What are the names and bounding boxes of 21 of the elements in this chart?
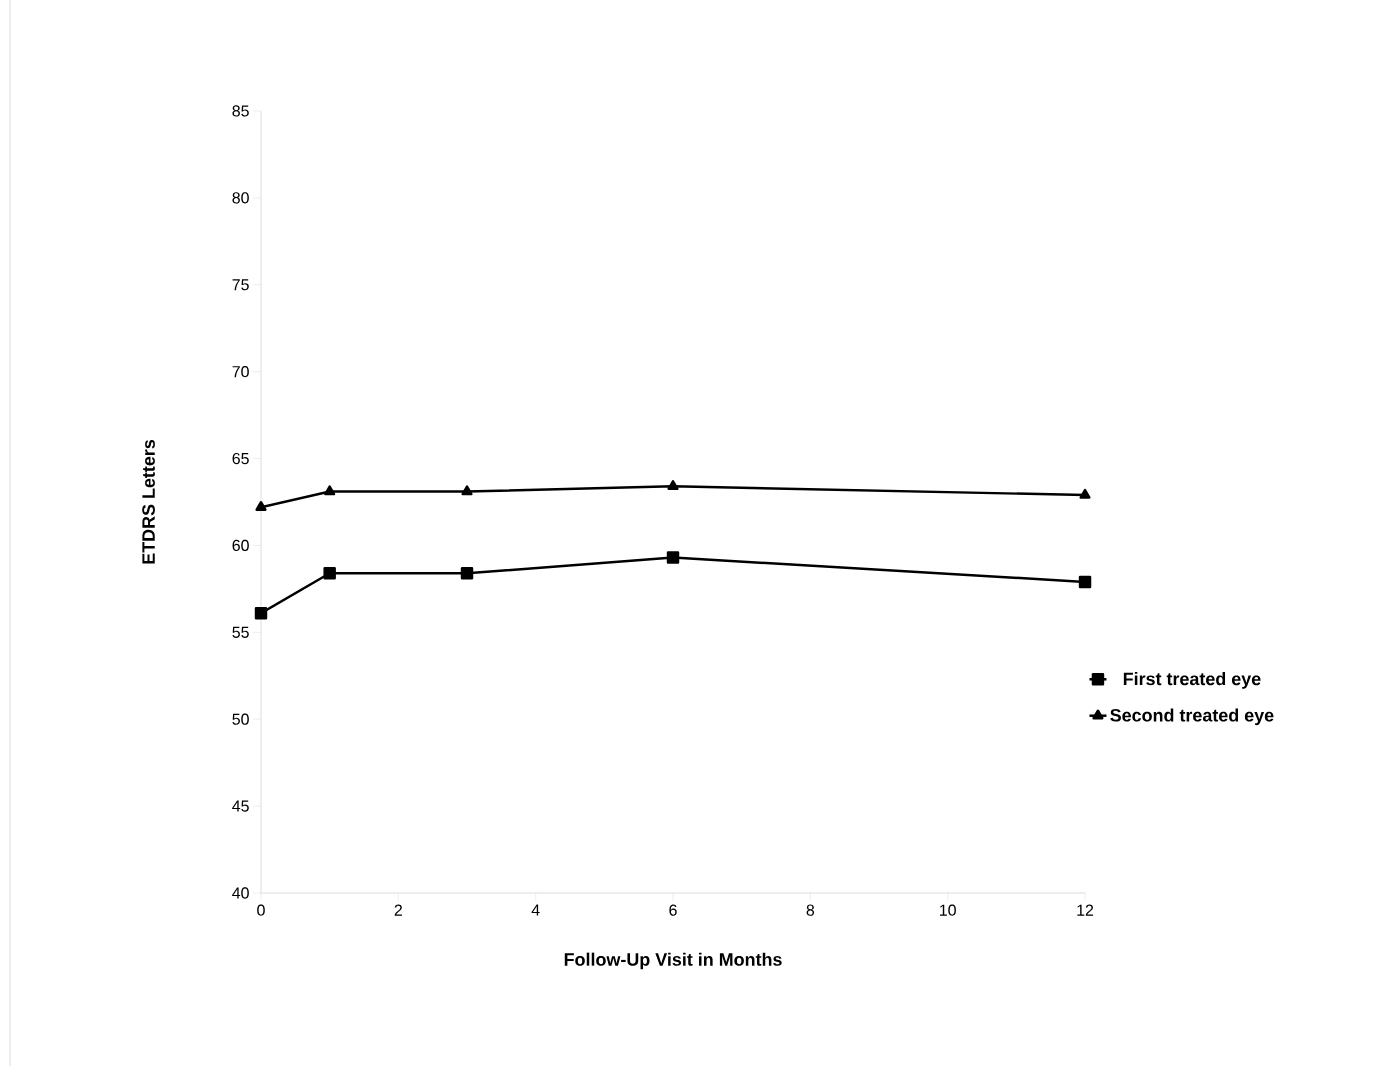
x-tick-label: 4 [531, 904, 540, 916]
x-tick-label: 10 [940, 904, 956, 916]
x-tick-label: 12 [1077, 904, 1094, 916]
y-tick-label: 55 [232, 626, 249, 638]
y-tick-label: 50 [232, 713, 249, 725]
x-axis-title: Follow-Up Visit in Months [564, 952, 782, 970]
y-tick-label: 45 [232, 800, 249, 812]
y-tick-label: 80 [232, 192, 249, 204]
y-tick-label: 75 [232, 279, 249, 291]
x-tick-label: 6 [669, 904, 677, 916]
x-tick-label: 2 [394, 904, 402, 916]
y-tick-label: 70 [232, 366, 249, 378]
legend-label: Second treated eye [1110, 708, 1274, 726]
y-tick-label: 65 [232, 452, 249, 465]
y-tick-label: 85 [232, 105, 249, 117]
y-tick-label: 40 [232, 887, 249, 899]
x-tick-label: 8 [806, 904, 815, 916]
y-tick-label: 60 [232, 539, 249, 552]
x-tick-label: 0 [257, 904, 265, 916]
y-axis-title: ETDRS Letters [142, 439, 155, 564]
legend-label: First treated eye [1123, 672, 1261, 689]
